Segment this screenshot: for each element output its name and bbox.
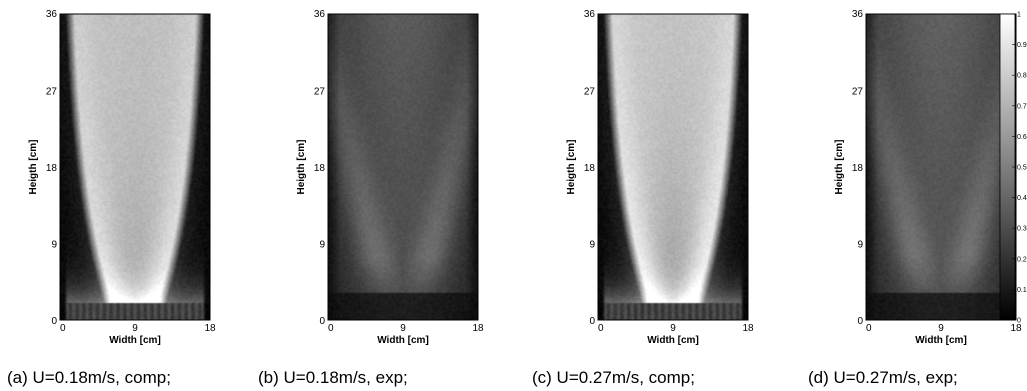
x-tick-label: 0: [598, 323, 604, 334]
y-tick-label: 9: [319, 240, 325, 251]
panel-caption: (b) U=0.18m/s, exp;: [258, 368, 408, 387]
heatmap-image: [328, 14, 478, 320]
colorbar-tick-label: 0.7: [1017, 103, 1027, 110]
colorbar-tick-label: 0.9: [1017, 42, 1027, 49]
heatmap-image: [60, 14, 210, 320]
x-axis-label: Width [cm]: [915, 335, 967, 346]
x-tick-label: 9: [400, 323, 406, 334]
y-tick-label: 36: [314, 9, 326, 20]
heatmap-panel: 0 9 18 27 36 0 9 18 Width [cm] Heigth [cm] (a) U=0…: [7, 9, 216, 387]
y-tick-label: 0: [589, 316, 595, 327]
heatmap-panel: 0 9 18 27 36 0 9 18 Width [cm] Heigth [cm] (b) U=0…: [258, 9, 484, 387]
y-tick-label: 27: [852, 87, 864, 98]
x-tick-label: 18: [204, 323, 216, 334]
y-tick-label: 27: [584, 87, 596, 98]
y-tick-label: 0: [51, 316, 57, 327]
x-tick-label: 0: [60, 323, 66, 334]
y-axis-label: Heigth [cm]: [566, 140, 577, 195]
y-tick-label: 27: [314, 87, 326, 98]
y-tick-label: 9: [589, 240, 595, 251]
x-tick-label: 9: [670, 323, 676, 334]
y-tick-label: 9: [857, 240, 863, 251]
colorbar-tick-label: 0.5: [1017, 165, 1027, 172]
heatmap-panel: 0 9 18 27 36 0 9 18 Width [cm] Heigth [cm] (d) U=0…: [808, 9, 1022, 387]
y-tick-label: 18: [46, 163, 58, 174]
colorbar-tick-label: 0.3: [1017, 226, 1027, 233]
panel-caption: (a) U=0.18m/s, comp;: [7, 368, 171, 387]
y-tick-label: 18: [852, 163, 864, 174]
colorbar-tick-label: 0.8: [1017, 73, 1027, 80]
heatmap-image: [598, 14, 748, 320]
plot-frame: [327, 13, 479, 321]
y-axis-label: Heigth [cm]: [834, 140, 845, 195]
colorbar-tick-label: 0.2: [1017, 256, 1027, 263]
y-tick-label: 18: [314, 163, 326, 174]
y-tick-label: 36: [584, 9, 596, 20]
x-tick-label: 9: [132, 323, 138, 334]
colorbar-tick-label: 1: [1017, 12, 1021, 19]
y-axis-label: Heigth [cm]: [28, 140, 39, 195]
panel-caption: (d) U=0.27m/s, exp;: [808, 368, 958, 387]
x-tick-label: 18: [472, 323, 484, 334]
colorbar-tick-label: 0: [1017, 318, 1021, 325]
y-tick-label: 18: [584, 163, 596, 174]
plot-frame: [865, 13, 1017, 321]
y-axis-label: Heigth [cm]: [296, 140, 307, 195]
plot-frame: [59, 13, 211, 321]
y-tick-label: 36: [46, 9, 58, 20]
y-tick-label: 0: [857, 316, 863, 327]
panel-caption: (c) U=0.27m/s, comp;: [532, 368, 695, 387]
y-tick-label: 27: [46, 87, 58, 98]
x-axis-label: Width [cm]: [647, 335, 699, 346]
y-tick-label: 36: [852, 9, 864, 20]
colorbar: 0 0.1 0.2 0.3 0.4 0.5 0.6 0.7 0.8 0.9 1: [999, 12, 1027, 325]
x-tick-label: 18: [742, 323, 754, 334]
x-tick-label: 18: [1010, 323, 1022, 334]
x-tick-label: 9: [938, 323, 944, 334]
heatmap-panel: 0 9 18 27 36 0 9 18 Width [cm] Heigth [cm] (c) U=0…: [532, 9, 754, 387]
colorbar-tick-label: 0.4: [1017, 195, 1027, 202]
y-tick-label: 0: [319, 316, 325, 327]
colorbar-tick-label: 0.6: [1017, 134, 1027, 141]
y-tick-label: 9: [51, 240, 57, 251]
x-axis-label: Width [cm]: [377, 335, 429, 346]
colorbar-tick-label: 0.1: [1017, 287, 1027, 294]
x-axis-label: Width [cm]: [109, 335, 161, 346]
heatmap-image: [866, 14, 1016, 320]
x-tick-label: 0: [866, 323, 872, 334]
plot-frame: [597, 13, 749, 321]
x-tick-label: 0: [328, 323, 334, 334]
